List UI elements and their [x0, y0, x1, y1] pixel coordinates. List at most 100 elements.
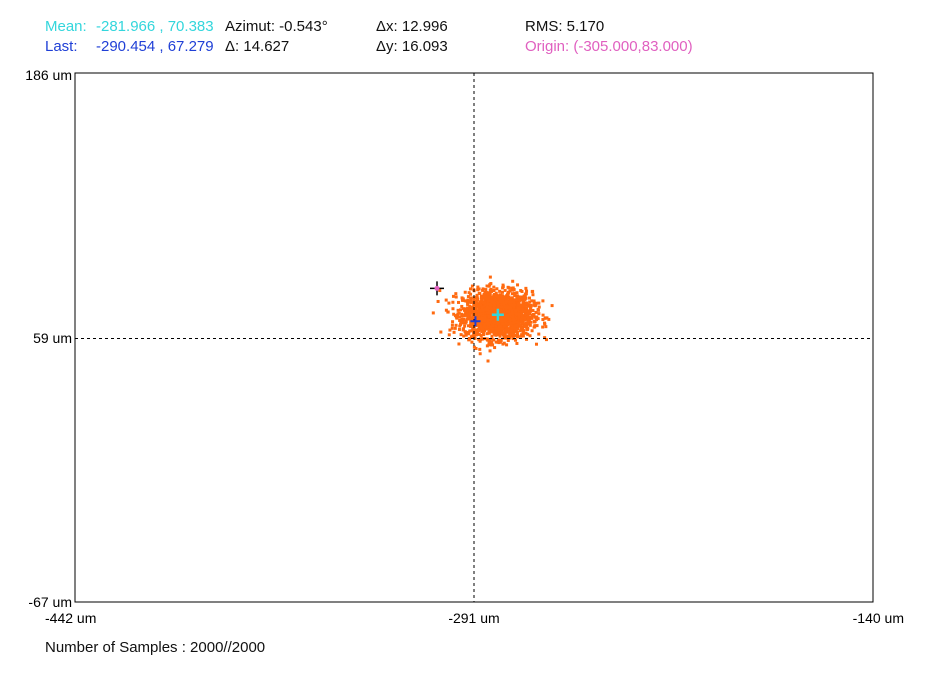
sample-point — [511, 304, 515, 308]
sample-point — [484, 288, 488, 292]
x-tick-mid: -291 um — [448, 610, 499, 626]
sample-point — [483, 297, 487, 301]
sample-point — [457, 315, 461, 319]
sample-point — [519, 320, 523, 324]
sample-point — [514, 338, 518, 342]
sample-point — [466, 330, 470, 334]
sample-point — [524, 313, 528, 317]
sample-point — [471, 326, 475, 330]
sample-point — [509, 305, 513, 309]
sample-point — [510, 328, 514, 332]
last-label: Last: — [45, 38, 78, 55]
sample-point — [479, 321, 483, 325]
sample-point — [464, 331, 468, 335]
sample-point — [524, 302, 528, 306]
sample-point — [468, 329, 472, 333]
sample-point — [477, 305, 481, 309]
sample-point — [469, 296, 473, 300]
sample-point — [524, 331, 528, 335]
sample-point — [506, 295, 510, 299]
sample-point — [492, 320, 496, 324]
sample-point — [523, 322, 527, 326]
sample-point — [489, 309, 493, 313]
sample-point — [477, 287, 481, 291]
sample-point — [459, 333, 463, 337]
sample-point — [517, 313, 521, 317]
sample-point — [485, 284, 489, 288]
sample-point — [497, 319, 501, 323]
sample-point — [482, 328, 486, 332]
rms-readout: RMS: 5.170 — [525, 18, 605, 35]
sample-point — [478, 292, 482, 296]
sample-point — [521, 310, 525, 314]
sample-point — [524, 321, 528, 325]
sample-point — [473, 309, 477, 313]
sample-point — [518, 323, 522, 327]
sample-point — [537, 305, 541, 309]
sample-point — [471, 328, 475, 332]
sample-point — [483, 321, 487, 325]
sample-point — [477, 328, 481, 332]
sample-point — [497, 322, 501, 326]
sample-point — [532, 300, 536, 304]
sample-point — [530, 299, 534, 303]
sample-point — [494, 321, 498, 325]
sample-point — [490, 300, 494, 304]
sample-point — [465, 317, 469, 321]
sample-point — [496, 305, 500, 309]
sample-point — [521, 300, 525, 304]
sample-point — [486, 325, 490, 329]
sample-point — [487, 311, 491, 315]
sample-point — [512, 301, 516, 305]
sample-point — [472, 303, 476, 307]
sample-point — [460, 304, 464, 308]
x-tick-right: -140 um — [853, 610, 904, 626]
sample-point — [464, 309, 468, 313]
sample-point — [488, 303, 492, 307]
sample-point — [504, 318, 508, 322]
sample-point — [488, 283, 492, 287]
sample-point — [436, 299, 440, 303]
sample-point — [478, 352, 482, 356]
sample-point — [485, 306, 489, 310]
sample-point — [464, 312, 468, 316]
sample-point — [489, 343, 493, 347]
sample-point — [461, 307, 465, 311]
sample-point — [474, 300, 478, 304]
sample-point — [498, 303, 502, 307]
sample-point — [500, 298, 504, 302]
sample-point — [494, 330, 498, 334]
sample-point — [498, 334, 502, 338]
sample-point — [466, 306, 470, 310]
sample-point — [493, 319, 497, 323]
sample-point — [513, 303, 517, 307]
sample-point — [516, 327, 520, 331]
sample-point — [543, 316, 547, 320]
sample-point — [510, 292, 514, 296]
sample-point — [466, 302, 470, 306]
sample-point — [488, 349, 492, 353]
sample-point — [474, 295, 478, 299]
sample-point — [503, 328, 507, 332]
sample-point — [510, 288, 514, 292]
sample-point — [456, 313, 460, 317]
sample-point — [475, 317, 479, 321]
sample-point — [481, 313, 485, 317]
sample-point — [503, 305, 507, 309]
sample-point — [472, 297, 476, 301]
sample-point — [475, 293, 479, 297]
sample-point — [501, 311, 505, 315]
sample-point — [545, 316, 549, 320]
sample-point — [467, 324, 471, 328]
sample-point — [490, 334, 494, 338]
sample-point — [488, 338, 492, 342]
sample-point — [463, 299, 467, 303]
sample-point — [509, 303, 513, 307]
sample-point — [513, 324, 517, 328]
sample-point — [517, 302, 521, 306]
sample-point — [547, 317, 551, 321]
sample-point — [506, 338, 510, 342]
sample-point — [532, 303, 536, 307]
sample-point — [511, 326, 515, 330]
sample-point — [477, 314, 481, 318]
